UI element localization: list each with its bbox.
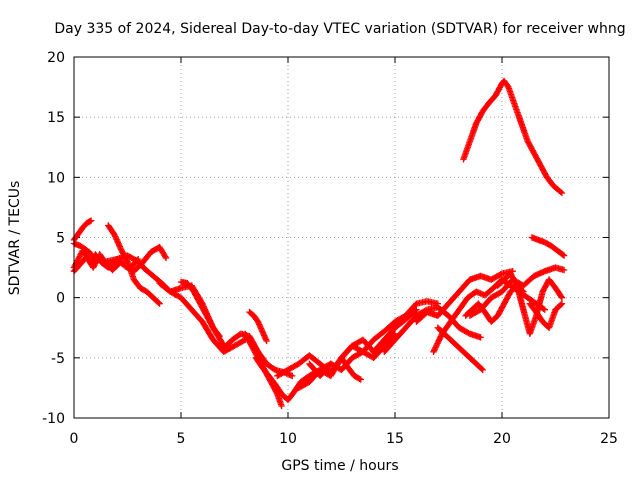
x-tick-labels: 0 5 10 15 20 25	[70, 431, 618, 447]
data-point	[155, 299, 162, 306]
series-arc-14	[306, 298, 441, 380]
data-point	[558, 294, 566, 301]
data-point	[557, 293, 565, 300]
x-tick-label: 20	[493, 431, 511, 447]
x-tick-label: 5	[177, 431, 186, 447]
data-point	[263, 337, 270, 345]
x-tick-label: 25	[600, 431, 618, 447]
data-point	[513, 281, 520, 288]
data-point	[278, 402, 285, 410]
series-arc-25	[528, 234, 568, 259]
data-point	[74, 257, 81, 264]
data-point	[289, 372, 296, 380]
y-tick-label: 5	[56, 231, 65, 247]
y-axis-label: SDTVAR / TECUs	[7, 181, 23, 296]
data-point	[215, 331, 222, 339]
chart-title: Day 335 of 2024, Sidereal Day-to-day VTE…	[54, 21, 625, 37]
series-arc-5	[105, 222, 163, 307]
series-arc-7	[177, 278, 223, 340]
data-point	[541, 306, 548, 313]
data-points	[70, 77, 568, 410]
x-tick-label: 0	[70, 431, 79, 447]
data-point	[560, 252, 568, 259]
data-point	[76, 253, 83, 260]
series-arc-16	[381, 304, 484, 356]
series-arc-19	[434, 324, 486, 374]
data-point	[156, 300, 163, 307]
series-arc-4	[70, 217, 95, 244]
data-point	[560, 266, 568, 274]
series-arc-11	[246, 308, 270, 345]
data-point	[162, 254, 170, 262]
data-point	[123, 257, 130, 264]
data-point	[558, 300, 566, 307]
plot-frame	[73, 56, 610, 419]
data-point	[558, 189, 566, 197]
y-tick-label: 15	[47, 110, 65, 126]
y-tick-label: 20	[47, 50, 65, 66]
data-point	[162, 253, 169, 260]
data-point	[135, 255, 142, 263]
data-point	[216, 332, 223, 340]
series-arc-15	[338, 354, 364, 383]
y-tick-labels: -10 -5 0 5 10 15 20	[42, 50, 65, 427]
x-tick-label: 15	[386, 431, 404, 447]
y-tick-label: 0	[56, 291, 65, 307]
series-arc-17	[413, 267, 516, 325]
data-point	[557, 188, 564, 196]
x-axis-label: GPS time / hours	[281, 458, 398, 474]
series-arc-18	[430, 276, 548, 356]
y-tick-label: -10	[42, 411, 65, 427]
series-arc-22	[494, 270, 566, 337]
data-point	[478, 365, 485, 373]
data-point	[134, 257, 141, 264]
data-point	[479, 366, 486, 374]
series-arc-23	[526, 300, 566, 331]
data-point	[75, 255, 82, 263]
data-point	[356, 375, 363, 382]
data-point	[559, 251, 567, 258]
data-point	[357, 376, 364, 383]
data-point	[75, 254, 83, 261]
data-point	[87, 217, 95, 224]
grid-lines	[74, 57, 609, 418]
x-tick-label: 10	[279, 431, 297, 447]
data-point	[497, 271, 504, 278]
data-point	[477, 334, 484, 341]
y-tick-label: 10	[47, 170, 65, 186]
y-tick-label: -5	[51, 351, 65, 367]
series-arc-24	[460, 77, 566, 197]
data-point	[557, 301, 565, 308]
